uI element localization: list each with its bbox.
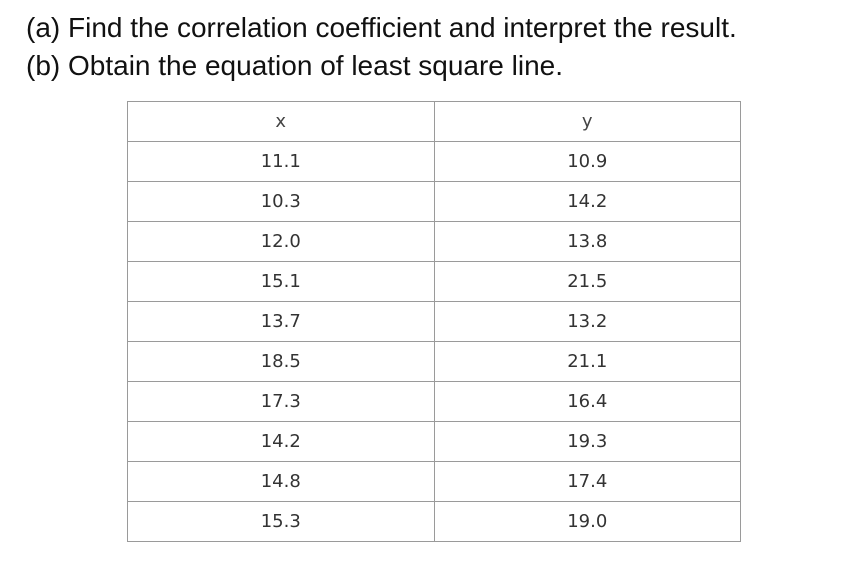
cell-y: 13.8 [433, 221, 741, 262]
cell-x: 10.3 [127, 181, 435, 222]
question-a: (a) Find the correlation coefficient and… [26, 12, 737, 43]
table-header-row: x y [127, 101, 741, 142]
column-header-x: x [127, 101, 435, 142]
cell-y: 13.2 [433, 301, 741, 342]
cell-x: 14.2 [127, 421, 435, 462]
cell-y: 21.1 [433, 341, 741, 382]
table-row: 15.3 19.0 [127, 501, 741, 542]
cell-x: 14.8 [127, 461, 435, 502]
table-row: 15.1 21.5 [127, 261, 741, 302]
cell-x: 18.5 [127, 341, 435, 382]
cell-x: 11.1 [127, 141, 435, 182]
table-row: 13.7 13.2 [127, 301, 741, 342]
cell-x: 13.7 [127, 301, 435, 342]
question-text: (a) Find the correlation coefficient and… [26, 9, 737, 85]
cell-x: 12.0 [127, 221, 435, 262]
table-row: 14.8 17.4 [127, 461, 741, 502]
cell-y: 21.5 [433, 261, 741, 302]
cell-x: 15.1 [127, 261, 435, 302]
table-row: 18.5 21.1 [127, 341, 741, 382]
data-table: x y 11.1 10.9 10.3 14.2 12.0 13.8 15.1 2… [127, 101, 741, 542]
cell-y: 17.4 [433, 461, 741, 502]
cell-y: 19.3 [433, 421, 741, 462]
question-b: (b) Obtain the equation of least square … [26, 50, 564, 81]
table-row: 17.3 16.4 [127, 381, 741, 422]
cell-x: 17.3 [127, 381, 435, 422]
table-row: 14.2 19.3 [127, 421, 741, 462]
table-row: 11.1 10.9 [127, 141, 741, 182]
cell-y: 14.2 [433, 181, 741, 222]
cell-y: 16.4 [433, 381, 741, 422]
table-row: 12.0 13.8 [127, 221, 741, 262]
table-row: 10.3 14.2 [127, 181, 741, 222]
cell-y: 19.0 [433, 501, 741, 542]
cell-y: 10.9 [433, 141, 741, 182]
cell-x: 15.3 [127, 501, 435, 542]
column-header-y: y [433, 101, 741, 142]
